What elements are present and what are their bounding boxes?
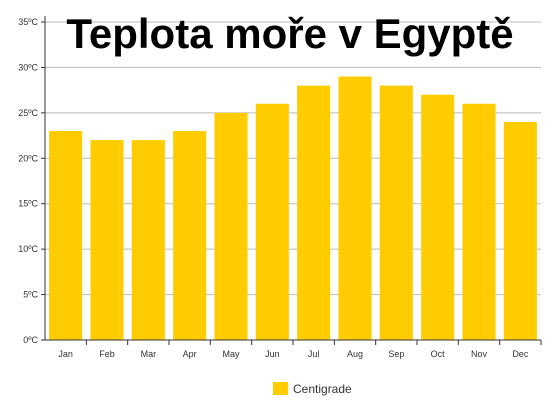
bar-dec: [503, 121, 537, 340]
bar-oct: [421, 94, 455, 340]
legend-swatch: [273, 382, 288, 395]
bar-mar: [131, 140, 165, 340]
x-tick-label: Aug: [347, 349, 363, 359]
x-tick-label: Nov: [471, 349, 488, 359]
y-tick-label: 20ºC: [18, 153, 38, 163]
x-tick-label: May: [222, 349, 240, 359]
y-tick-label: 25ºC: [18, 108, 38, 118]
bar-jan: [49, 131, 83, 340]
x-tick-label: Jul: [308, 349, 320, 359]
y-tick-label: 35ºC: [18, 17, 38, 27]
y-tick-label: 15ºC: [18, 199, 38, 209]
gridlines: [45, 21, 541, 296]
bar-apr: [173, 131, 207, 340]
bar-feb: [90, 140, 124, 340]
y-tick-label: 10ºC: [18, 244, 38, 254]
y-tick-label: 0ºC: [23, 335, 38, 345]
bars: [49, 76, 537, 341]
x-tick-label: Dec: [512, 349, 529, 359]
legend: Centigrade: [273, 382, 352, 396]
y-axis-ticks: 0ºC 5ºC 10ºC 15ºC 20ºC 25ºC 30ºC 35ºC: [18, 17, 45, 345]
x-tick-label: Jan: [58, 349, 73, 359]
bar-may: [214, 112, 248, 340]
bar-nov: [462, 103, 496, 341]
bar-jun: [255, 103, 289, 341]
x-tick-label: Apr: [183, 349, 197, 359]
bar-jul: [297, 85, 331, 340]
x-tick-label: Feb: [99, 349, 115, 359]
x-tick-label: Jun: [265, 349, 280, 359]
y-tick-label: 5ºC: [23, 290, 38, 300]
chart-title: Teplota moře v Egyptě: [66, 10, 513, 57]
x-tick-label: Oct: [431, 349, 446, 359]
x-tick-label: Mar: [141, 349, 157, 359]
y-tick-label: 30ºC: [18, 62, 38, 72]
bar-aug: [338, 76, 372, 340]
x-tick-label: Sep: [388, 349, 404, 359]
x-axis-ticks: Jan Feb Mar Apr May Jun Jul Aug Sep Oct Nov Dec: [58, 340, 542, 359]
legend-label: Centigrade: [293, 382, 352, 396]
bar-sep: [379, 85, 413, 340]
